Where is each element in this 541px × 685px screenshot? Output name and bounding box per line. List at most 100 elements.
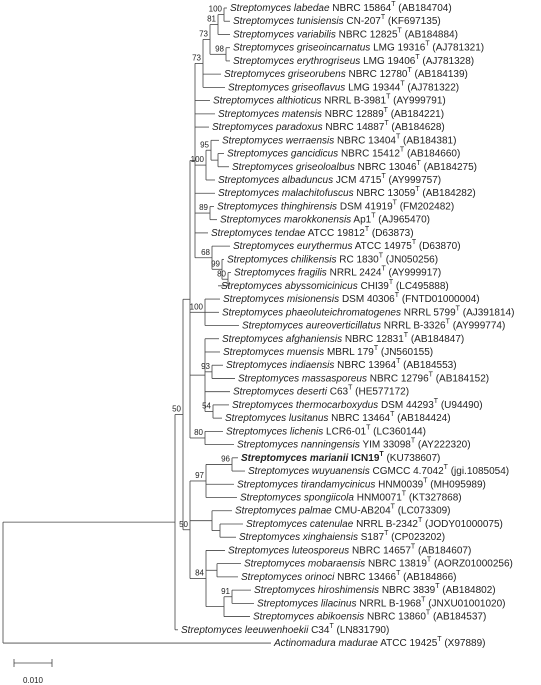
bootstrap-value: 91: [221, 587, 230, 596]
accession: (AB184704): [398, 3, 451, 14]
strain: ATCC 19812: [308, 228, 366, 239]
species-name: Actinomadura madurae: [273, 638, 378, 649]
strain: NBRC 13964: [337, 360, 396, 371]
species-name: Streptomyces xinghaiensis: [239, 532, 358, 543]
species-name: Streptomyces afghaniensis: [222, 333, 342, 344]
leaf-label: Streptomyces spongiicola HNM0071T (KT327…: [240, 488, 462, 503]
accession: (JNXU01001020): [428, 598, 505, 609]
accession: (JN050256): [386, 254, 438, 265]
bootstrap-value: 68: [201, 248, 210, 257]
type-strain-mark: T: [412, 239, 417, 246]
strain: NRRL B-1968: [359, 598, 421, 609]
strain: CHI39: [361, 280, 390, 291]
strain: NBRC 13404: [337, 135, 396, 146]
strain: C34: [311, 624, 330, 635]
strain: NBRC 13046: [358, 161, 417, 172]
leaf-label: Streptomyces malachitofuscus NBRC 13059T…: [218, 184, 476, 199]
species-name: Streptomyces mobaraensis: [244, 558, 365, 569]
type-strain-mark: T: [400, 146, 405, 153]
strain: NBRC 13464: [331, 413, 390, 424]
strain: NBRC 12831: [345, 333, 404, 344]
accession: (AJ781322): [407, 82, 459, 93]
strain: NBRC 14657: [352, 545, 411, 556]
accession: (JODY01000075): [425, 519, 503, 530]
species-name: Streptomyces griseoloalbus: [232, 161, 355, 172]
type-strain-mark: T: [398, 27, 403, 34]
accession: (AJ965470): [378, 214, 430, 225]
type-strain-mark: T: [411, 437, 416, 444]
type-strain-mark: T: [393, 199, 398, 206]
type-strain-mark: T: [384, 107, 389, 114]
type-strain-mark: T: [390, 411, 395, 418]
accession: (LC360144): [373, 426, 426, 437]
strain: NBRC 3839: [382, 585, 436, 596]
bootstrap-value: 100: [191, 155, 205, 164]
type-strain-mark: T: [384, 120, 389, 127]
type-strain-mark: T: [437, 636, 442, 643]
type-strain-mark: T: [446, 318, 451, 325]
species-name: Streptomyces nanningensis: [237, 439, 360, 450]
species-name: Streptomyces griseorubens: [224, 69, 346, 80]
accession: (AB184381): [403, 135, 456, 146]
strain: CMU-AB204: [335, 505, 392, 516]
leaf-label: Streptomyces thermocarboxydus DSM 44293T…: [232, 396, 483, 411]
accession: (AB184628): [391, 122, 444, 133]
accession: (jgi.1085054): [451, 466, 509, 477]
strain: YIM 33098: [362, 439, 411, 450]
strain: CGMCC 4.7042: [373, 466, 445, 477]
strain: LMG 19406: [363, 56, 416, 67]
type-strain-mark: T: [348, 385, 353, 392]
species-name: Streptomyces wuyuanensis: [248, 466, 370, 477]
strain: JCM 4715: [336, 175, 382, 186]
strain: CN-207: [346, 16, 381, 27]
accession: (AB184282): [422, 188, 475, 199]
leaf-label: Streptomyces wuyuanensis CGMCC 4.7042T (…: [248, 462, 509, 477]
accession: (AY222320): [418, 439, 471, 450]
leaf-label: Streptomyces eurythermus ATCC 14975T (D6…: [233, 237, 461, 252]
type-strain-mark: T: [417, 160, 422, 167]
species-name: Streptomyces lichenis: [226, 426, 323, 437]
accession: (FNTD01000004): [402, 294, 480, 305]
accession: (JN560155): [381, 347, 433, 358]
strain: NBRC 12796: [370, 373, 429, 384]
strain: DSM 40306: [342, 294, 395, 305]
type-strain-mark: T: [415, 54, 420, 61]
leaf-label: Streptomyces tirandamycinicus HNM0039T (…: [237, 475, 486, 490]
leaf-label: Streptomyces tunisiensis CN-207T (KF6971…: [233, 12, 441, 27]
bootstrap-value: 100: [209, 5, 223, 14]
species-name: Streptomyces marianii: [241, 452, 348, 463]
type-strain-mark: T: [404, 332, 409, 339]
leaf-label: Streptomyces mobaraensis NBRC 13819T (AO…: [244, 554, 513, 569]
type-strain-mark: T: [396, 133, 401, 140]
accession: (AY999757): [389, 175, 442, 186]
strain: S187: [361, 532, 385, 543]
bootstrap-value: 54: [202, 402, 211, 411]
leaf-label: Streptomyces althioticus NRRL B-3981T (A…: [213, 91, 446, 106]
bootstrap-value: 96: [221, 455, 230, 464]
leaf-label: Streptomyces fragilis NRRL 2424T (AY9999…: [234, 263, 441, 278]
species-name: Streptomyces tunisiensis: [233, 16, 344, 27]
type-strain-mark: T: [379, 252, 384, 259]
bootstrap-value: 89: [199, 203, 208, 212]
accession: (KF697135): [388, 16, 441, 27]
species-name: Streptomyces griseoincarnatus: [233, 42, 370, 53]
accession: (AB184660): [407, 148, 460, 159]
leaf-label: Streptomyces lichenis LCR6-01T (LC360144…: [226, 422, 426, 437]
species-name: Streptomyces hiroshimensis: [254, 585, 379, 596]
leaf-label: Streptomyces afghaniensis NBRC 12831T (A…: [222, 329, 464, 344]
accession: (AB184424): [397, 413, 450, 424]
bootstrap-value: 81: [207, 15, 216, 24]
bootstrap-value: 50: [179, 520, 188, 529]
accession: (AB184802): [442, 585, 495, 596]
accession: (LC495888): [396, 280, 449, 291]
leaf-label: Streptomyces gancidicus NBRC 15412T (AB1…: [227, 144, 460, 159]
leaf-label: Streptomyces labedae NBRC 15864T (AB1847…: [230, 0, 452, 14]
accession: (AB184139): [415, 69, 468, 80]
species-name: Streptomyces thinghirensis: [217, 201, 337, 212]
accession: (X97889): [444, 638, 485, 649]
leaf-label: Streptomyces matensis NBRC 12889T (AB184…: [218, 104, 444, 119]
leaf-label: Streptomyces orinoci NBRC 13466T (AB1848…: [241, 568, 457, 583]
strain: LCR6-01: [326, 426, 366, 437]
species-name: Streptomyces deserti: [233, 386, 328, 397]
leaf-label: Streptomyces massasporeus NBRC 12796T (A…: [238, 369, 489, 384]
